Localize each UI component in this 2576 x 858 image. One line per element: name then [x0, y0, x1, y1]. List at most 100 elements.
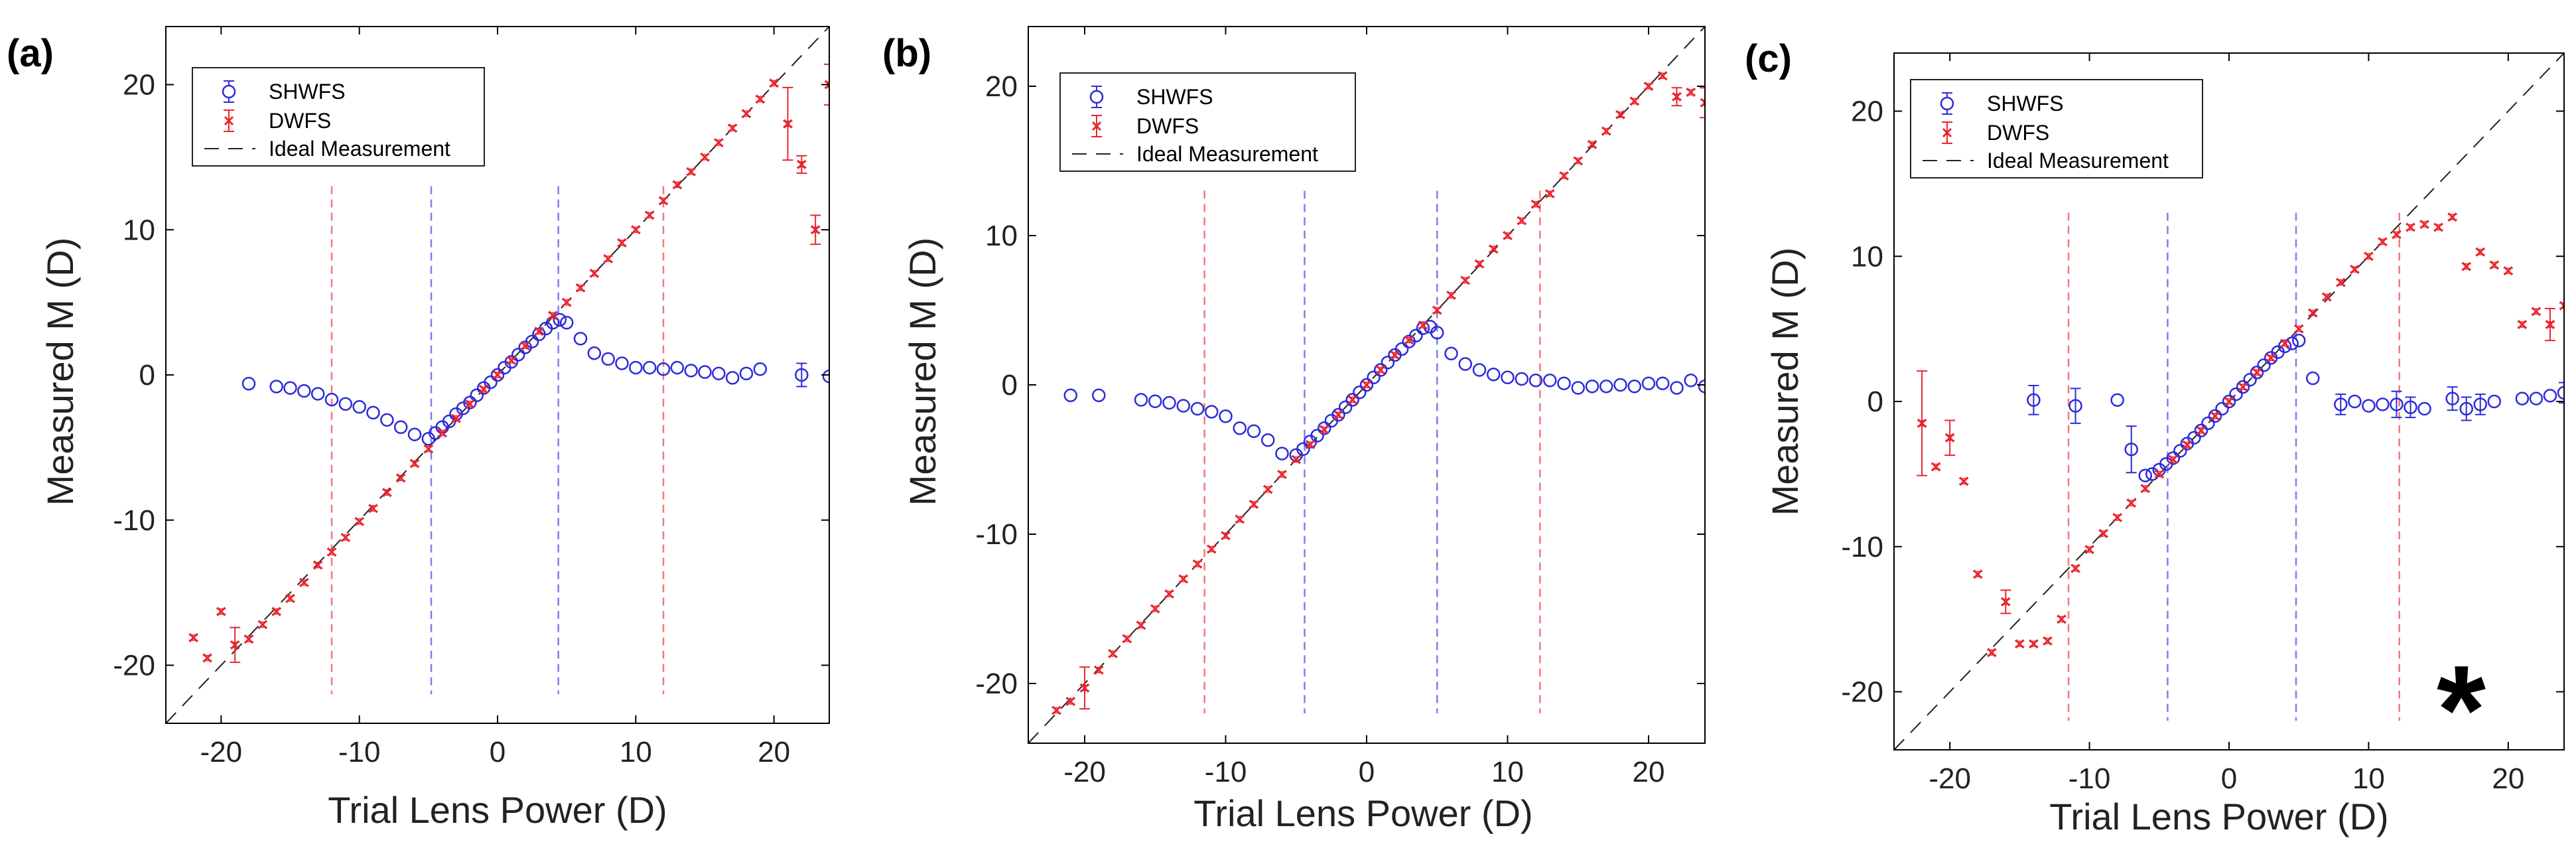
data-point-shwfs: [2215, 401, 2229, 416]
data-point-shwfs: [753, 362, 768, 376]
legend-marker-shwfs: [222, 84, 236, 99]
x-axis-label-a: Trial Lens Power (D): [328, 789, 667, 831]
data-point-shwfs: [2194, 423, 2208, 437]
data-point-shwfs: [1162, 395, 1176, 410]
annotation-asterisk: *: [2437, 640, 2486, 780]
data-point-shwfs: [1296, 442, 1310, 456]
panel-label-a: (a): [7, 32, 54, 75]
data-point-dwfs: [2447, 212, 2457, 222]
data-point-shwfs: [2257, 358, 2271, 372]
data-point-dwfs: [326, 547, 337, 557]
data-point-shwfs: [1381, 356, 1395, 370]
data-point-dwfs: [1658, 71, 1668, 81]
data-point-dwfs: [2043, 636, 2053, 646]
data-point-shwfs: [1367, 370, 1381, 384]
data-point-dwfs: [1489, 244, 1499, 254]
panel-label-b: (b): [882, 32, 931, 75]
x-tick-label: -20: [1063, 756, 1106, 788]
data-point-shwfs: [2236, 380, 2250, 394]
data-point-shwfs: [407, 427, 422, 441]
legend-entry: Ideal Measurement: [269, 137, 450, 161]
x-tick-label: -20: [1929, 762, 1971, 795]
legend-entry: Ideal Measurement: [1136, 142, 1318, 166]
data-point-shwfs: [1134, 393, 1148, 407]
data-point-dwfs: [2084, 545, 2094, 555]
y-tick-label: 10: [1851, 240, 1883, 273]
data-point-dwfs: [1221, 531, 1231, 541]
data-point-dwfs: [1615, 109, 1625, 119]
legend-entry: DWFS: [1987, 121, 2049, 145]
data-point-shwfs: [380, 413, 394, 427]
y-tick-label: -20: [113, 650, 155, 682]
data-point-dwfs: [672, 180, 682, 190]
data-point-shwfs: [2027, 393, 2041, 407]
data-point-shwfs: [1205, 405, 1219, 419]
legend: SHWFS DWFS Ideal Measurement: [1059, 72, 1356, 172]
data-point-shwfs: [1430, 326, 1444, 340]
legend: SHWFS DWFS Ideal Measurement: [1910, 79, 2203, 179]
y-tick-label: -20: [975, 668, 1018, 700]
data-point-shwfs: [2201, 416, 2215, 431]
data-point-dwfs: [575, 283, 586, 293]
data-point-dwfs: [1404, 335, 1414, 345]
data-point-dwfs: [479, 384, 489, 394]
data-point-shwfs: [2229, 387, 2243, 401]
data-point-shwfs: [1627, 380, 1641, 393]
data-point-dwfs: [769, 78, 779, 88]
data-point-dwfs: [2266, 353, 2276, 363]
data-point-dwfs: [2168, 455, 2178, 465]
data-point-dwfs: [2559, 301, 2564, 311]
x-tick-label: -10: [338, 736, 381, 768]
x-tick-label: 20: [2492, 762, 2524, 795]
error-bar-dwfs: [1700, 87, 1705, 119]
x-axis-label-b: Trial Lens Power (D): [1193, 792, 1532, 834]
data-point-dwfs: [562, 297, 572, 307]
data-point-dwfs: [1686, 87, 1696, 98]
legend-frame: [192, 67, 485, 167]
legend-frame: [1059, 72, 1356, 172]
data-point-shwfs: [2110, 393, 2124, 407]
plot-area-a: -20 -10 0 10 20 -20 -10 0 10 20 SHWFS DWFS Ideal Mea…: [113, 26, 830, 768]
data-point-shwfs: [642, 360, 657, 375]
data-point-shwfs: [2376, 397, 2390, 411]
data-point-dwfs: [202, 653, 212, 663]
x-axis-label-c: Trial Lens Power (D): [2049, 796, 2388, 837]
data-point-dwfs: [2238, 382, 2248, 392]
data-point-dwfs: [2475, 247, 2485, 257]
data-point-shwfs: [338, 397, 353, 411]
panel-label-c: (c): [1745, 37, 1792, 80]
data-point-dwfs: [257, 620, 267, 630]
data-point-shwfs: [2362, 399, 2376, 413]
data-point-shwfs: [1345, 393, 1359, 407]
data-point-dwfs: [368, 504, 378, 514]
data-point-dwfs: [658, 196, 669, 206]
data-point-dwfs: [451, 413, 461, 423]
data-point-dwfs: [2461, 261, 2471, 271]
data-point-shwfs: [2417, 401, 2431, 416]
data-point-shwfs: [601, 352, 615, 366]
x-tick-label: 10: [2352, 762, 2385, 795]
data-point-dwfs: [2196, 425, 2206, 435]
data-point-dwfs: [811, 225, 821, 235]
data-point-dwfs: [2350, 264, 2360, 274]
data-point-dwfs: [1917, 418, 1927, 428]
data-point-shwfs: [573, 332, 588, 346]
data-point-dwfs: [2182, 440, 2192, 450]
error-bar-shwfs: [2461, 396, 2472, 421]
data-point-dwfs: [1277, 469, 1287, 480]
y-tick-label: 20: [985, 70, 1018, 103]
series-shwfs: [241, 313, 829, 446]
data-point-shwfs: [470, 388, 484, 402]
data-point-shwfs: [1190, 401, 1205, 416]
data-point-dwfs: [2140, 484, 2150, 494]
y-axis-label-b: Measured M (D): [902, 238, 943, 506]
data-point-dwfs: [2517, 320, 2527, 330]
data-point-shwfs: [1472, 363, 1487, 377]
data-point-shwfs: [310, 387, 325, 401]
data-point-shwfs: [2473, 397, 2487, 411]
error-bar-shwfs: [2391, 390, 2402, 419]
data-point-shwfs: [1310, 429, 1324, 443]
y-tick-label: 0: [1002, 369, 1018, 401]
data-point-dwfs: [714, 137, 724, 148]
y-tick-label: 10: [123, 214, 155, 246]
